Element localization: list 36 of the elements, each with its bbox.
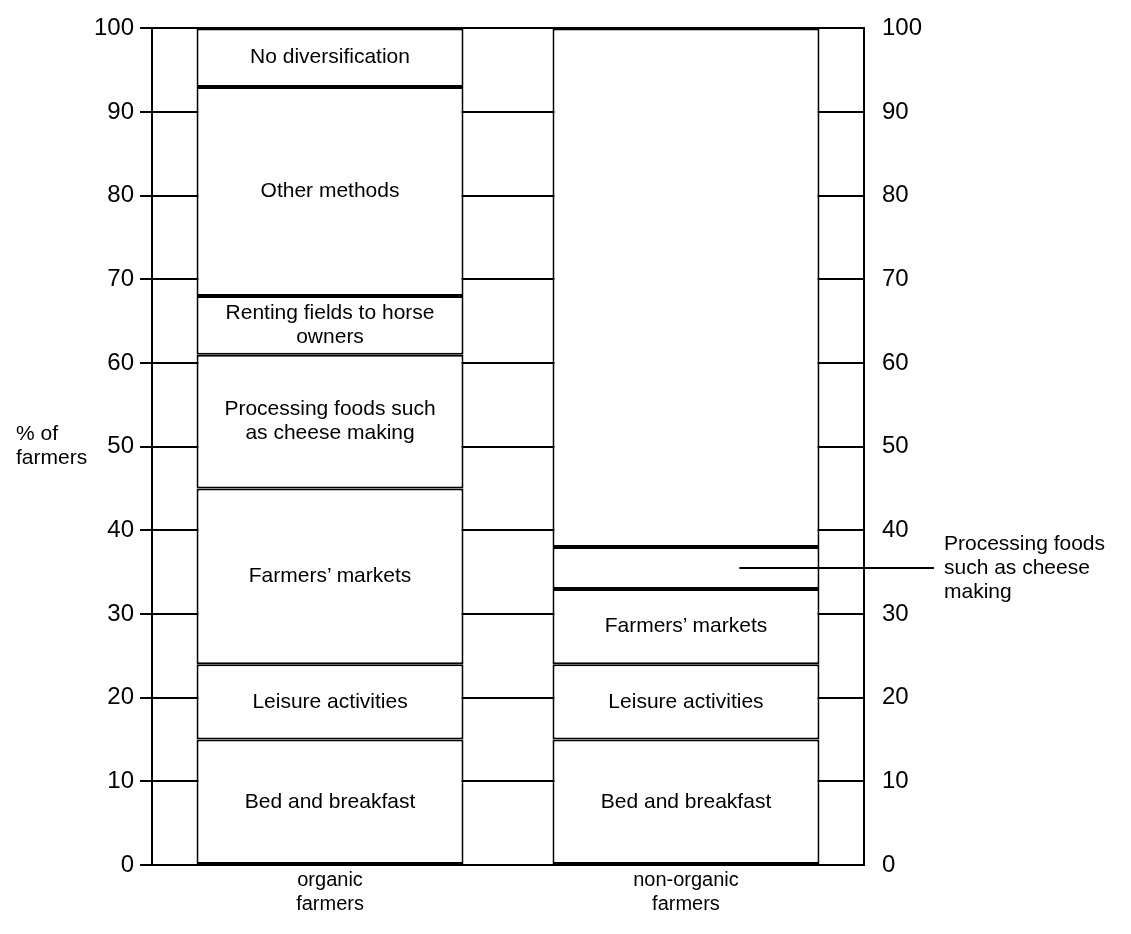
y2-tick-label: 60 — [881, 347, 909, 375]
y-tick-label: 0 — [120, 849, 135, 877]
y2-tick-label: 50 — [881, 431, 909, 459]
y2-tick-label: 10 — [881, 765, 909, 793]
y-tick-label: 60 — [107, 347, 135, 375]
y-tick-label: 50 — [107, 431, 135, 459]
text: Bed and breakfast — [600, 788, 772, 812]
y-tick-label: 10 — [107, 765, 135, 793]
y-tick-label: 20 — [107, 682, 135, 710]
x-tick-label: organic farmers — [296, 867, 364, 914]
series-label: Other methods — [260, 178, 400, 202]
series-label: Processing foods such as cheese making — [224, 396, 436, 444]
y2-tick-label: 40 — [881, 514, 909, 542]
y-tick-label: 80 — [107, 180, 135, 208]
y-tick-label: 30 — [107, 598, 135, 626]
text: Farmers’ markets — [248, 563, 412, 587]
series-label: Renting fields to horse owners — [225, 300, 435, 348]
x-tick-label: non-organic farmers — [633, 867, 739, 914]
series-label: Farmers’ markets — [604, 613, 768, 637]
y2-tick-label: 20 — [881, 682, 909, 710]
series-label: Bed and breakfast — [244, 788, 416, 812]
y2-tick-label: 30 — [881, 598, 909, 626]
y-tick-label: 40 — [107, 514, 135, 542]
y-tick-label: 70 — [107, 264, 135, 292]
y2-tick-label: 90 — [881, 96, 909, 124]
y-axis-title: % of farmers — [16, 421, 88, 469]
y-tick-label: 100 — [94, 13, 135, 41]
y-tick-label: 90 — [107, 96, 135, 124]
text: Leisure activities — [608, 688, 764, 712]
text: Processing foods such as cheese making — [943, 530, 1106, 602]
y2-tick-label: 70 — [881, 264, 909, 292]
series-label: Leisure activities — [252, 688, 408, 712]
y2-tick-label: 80 — [881, 180, 909, 208]
series-label: No diversification — [250, 44, 410, 68]
y2-tick-label: 100 — [881, 13, 922, 41]
y2-tick-label: 0 — [881, 849, 896, 877]
